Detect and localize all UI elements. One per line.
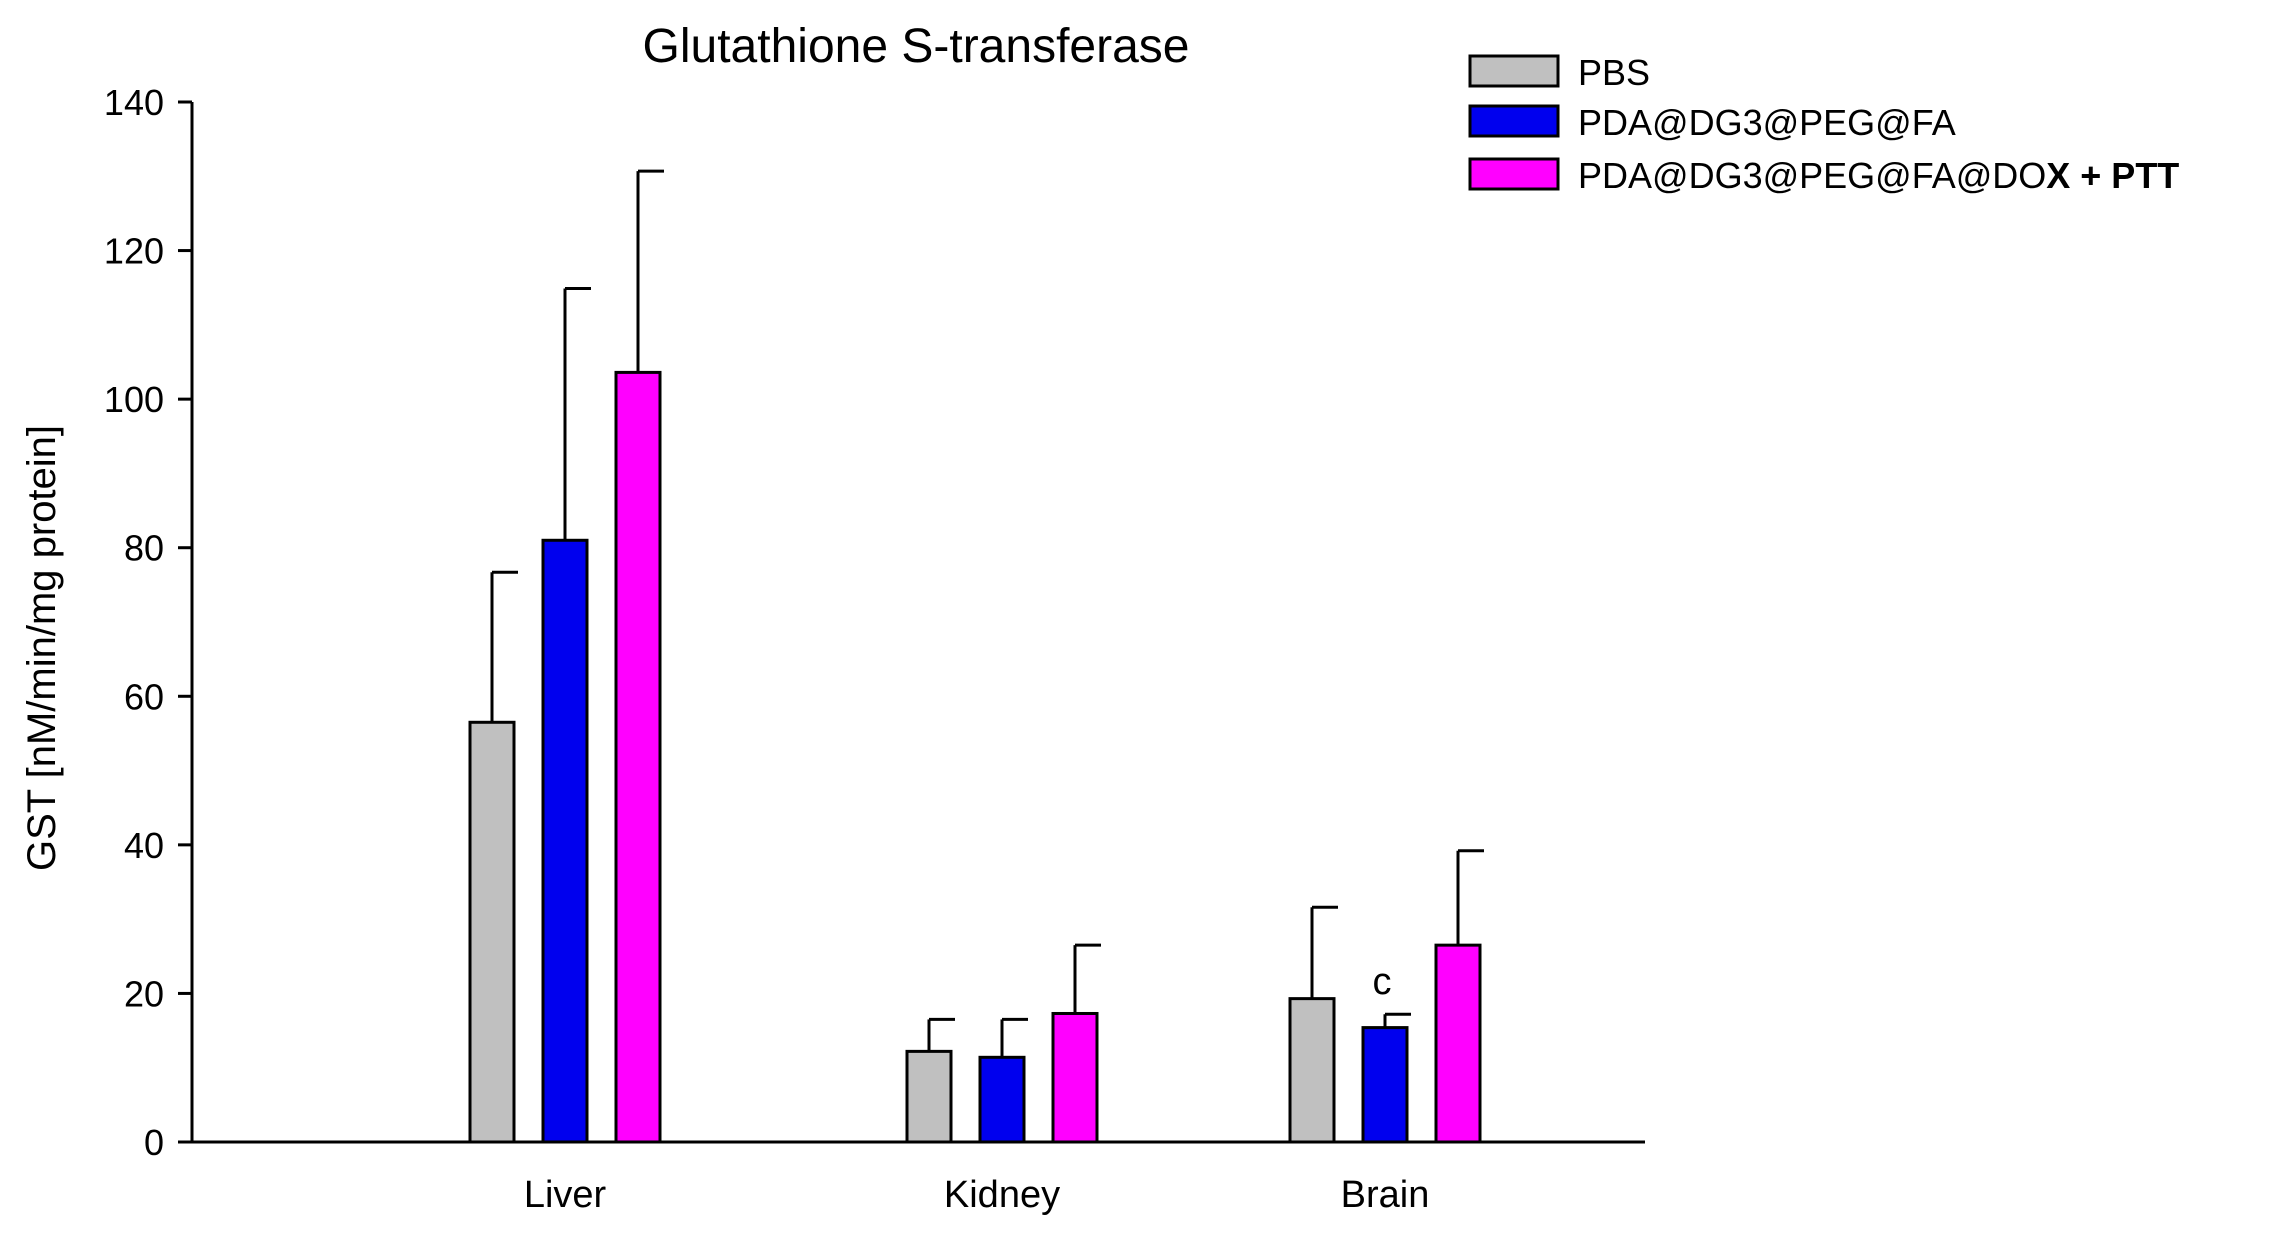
legend-label: PDA@DG3@PEG@FA@DOX + PTT	[1578, 155, 2179, 196]
y-tick-label: 20	[124, 973, 164, 1014]
bar	[468, 720, 516, 1144]
legend-label: PDA@DG3@PEG@FA	[1578, 102, 1956, 143]
y-tick-label: 80	[124, 528, 164, 569]
legend-label-text: PDA@DG3@PEG@FA@DO	[1578, 155, 2046, 196]
bar	[978, 1055, 1026, 1144]
legend-label-text: PBS	[1578, 52, 1650, 93]
legend-label: PBS	[1578, 52, 1650, 93]
y-tick-label: 40	[124, 825, 164, 866]
y-tick-label: 120	[104, 231, 164, 272]
bar	[541, 538, 589, 1144]
bar	[1051, 1011, 1099, 1144]
y-tick-label: 0	[144, 1122, 164, 1163]
bar	[1288, 997, 1336, 1144]
x-tick-label: Kidney	[944, 1174, 1060, 1216]
chart-title: Glutathione S-transferase	[643, 20, 1190, 73]
legend-swatch	[1468, 54, 1560, 88]
bar	[1361, 1026, 1409, 1144]
legend-label-bold-text: X + PTT	[2046, 155, 2179, 196]
legend-label-text: PDA@DG3@PEG@FA	[1578, 102, 1956, 143]
bar	[905, 1049, 953, 1144]
legend: PBS PDA@DG3@PEG@FA PDA@DG3@PEG@FA@DOX + PT…	[1468, 52, 2179, 196]
y-axis-label: GST [nM/min/mg protein]	[20, 425, 64, 871]
y-tick-label: 60	[124, 676, 164, 717]
x-tick-label: Liver	[524, 1174, 607, 1216]
bar	[1434, 943, 1482, 1144]
bar	[614, 370, 662, 1144]
axes: 0 20 40 60 80 100 120 140 Liver Kidney Brain	[104, 82, 1645, 1216]
x-tick-label: Brain	[1341, 1174, 1430, 1216]
bars: c	[468, 169, 1484, 1144]
y-tick-label: 100	[104, 379, 164, 420]
legend-swatch	[1468, 104, 1560, 138]
y-tick-label: 140	[104, 82, 164, 123]
significance-label: c	[1373, 961, 1392, 1003]
legend-swatch	[1468, 157, 1560, 191]
